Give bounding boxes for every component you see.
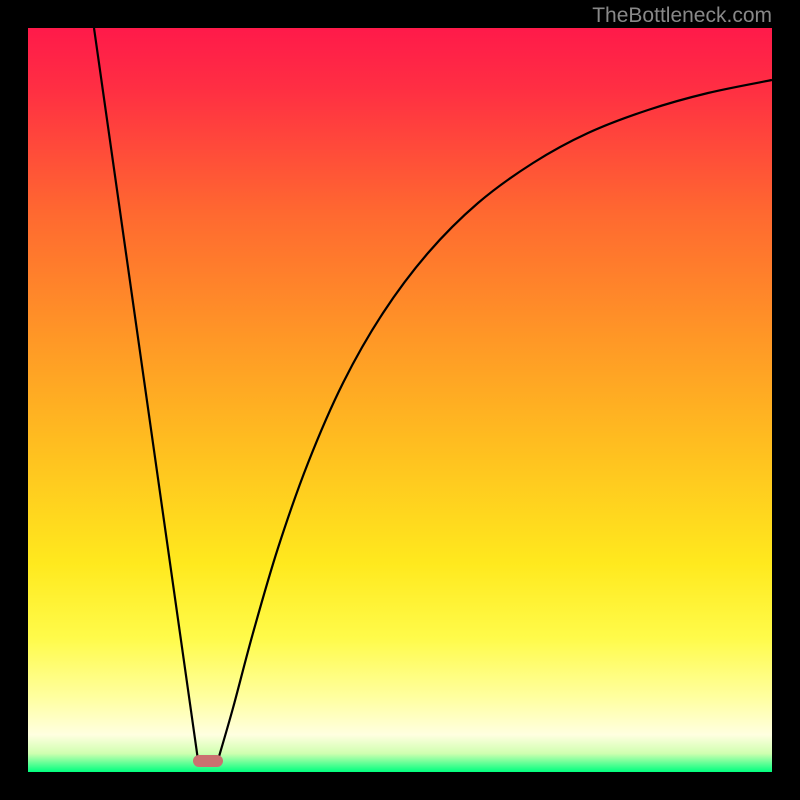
optimal-marker bbox=[193, 755, 223, 767]
watermark-text: TheBottleneck.com bbox=[592, 4, 772, 28]
curve-left-segment bbox=[94, 28, 198, 760]
bottleneck-curve bbox=[28, 28, 772, 772]
curve-right-segment bbox=[218, 80, 772, 760]
plot-area bbox=[28, 28, 772, 772]
